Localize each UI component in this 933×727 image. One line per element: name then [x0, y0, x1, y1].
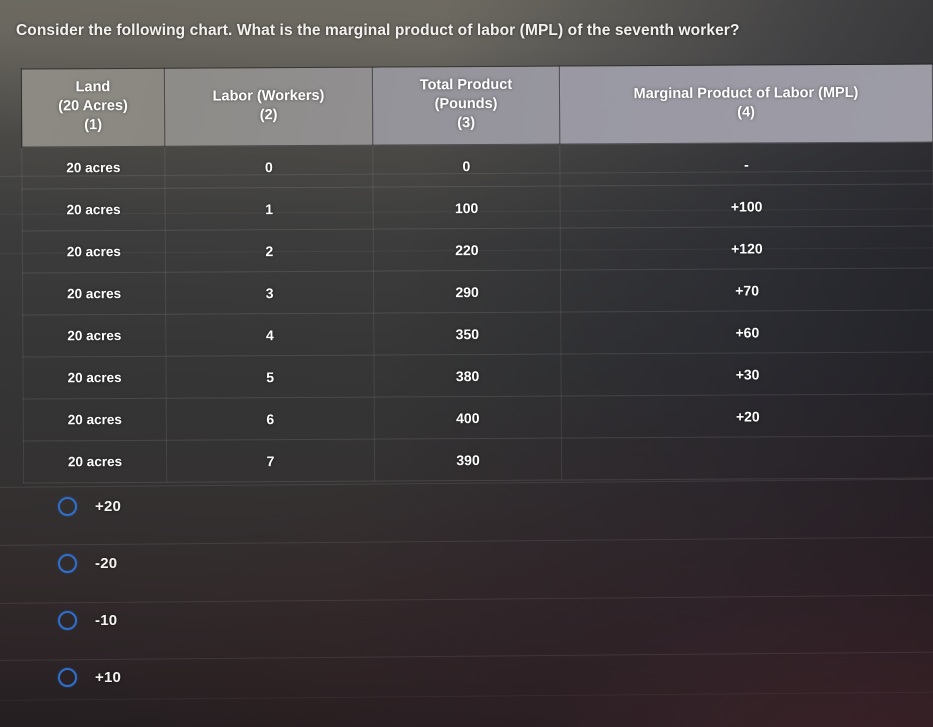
cell-total-product: 390: [374, 438, 562, 482]
answer-option-1[interactable]: +20: [0, 478, 933, 535]
cell-land: 20 acres: [23, 440, 167, 484]
cell-total-product: 400: [374, 396, 562, 440]
column-header-mpl: Marginal Product of Labor (MPL) (4): [559, 63, 933, 145]
radio-button-icon[interactable]: [58, 554, 77, 573]
question-prompt: Consider the following chart. What is th…: [16, 22, 740, 39]
cell-labor: 4: [165, 313, 374, 357]
table-row: 20 acres 6 400 +20: [23, 394, 933, 442]
cell-total-product: 0: [372, 144, 561, 188]
cell-labor: 1: [165, 187, 374, 231]
radio-button-icon[interactable]: [58, 497, 77, 516]
cell-labor: 5: [165, 355, 375, 399]
cell-mpl: +60: [560, 310, 933, 355]
cell-mpl: +70: [560, 268, 933, 313]
table-row: 20 acres 1 100 +100: [22, 184, 933, 232]
production-table: Land (20 Acres) (1) Labor (Workers) (2) …: [21, 63, 933, 484]
answer-option-label: -20: [95, 555, 118, 572]
column-header-total-product-line2: (Pounds): [434, 96, 498, 113]
answer-option-4[interactable]: +10: [0, 649, 933, 706]
answer-option-label: +10: [95, 669, 122, 686]
table-header: Land (20 Acres) (1) Labor (Workers) (2) …: [21, 63, 933, 148]
column-header-land: Land (20 Acres) (1): [21, 68, 165, 148]
answer-option-3[interactable]: -10: [0, 592, 933, 649]
cell-labor: 6: [166, 397, 375, 441]
answer-options-list: +20 -20 -10 +10: [0, 478, 933, 706]
cell-labor: 3: [165, 271, 374, 315]
cell-total-product: 380: [373, 354, 562, 398]
cell-land: 20 acres: [22, 314, 166, 358]
cell-mpl: [561, 436, 933, 481]
cell-total-product: 290: [373, 270, 561, 314]
table-header-row: Land (20 Acres) (1) Labor (Workers) (2) …: [21, 63, 933, 148]
radio-button-icon[interactable]: [58, 668, 77, 687]
cell-land: 20 acres: [22, 356, 167, 400]
column-header-labor-line1: Labor (Workers): [212, 87, 325, 105]
column-header-mpl-line2: (4): [737, 104, 756, 121]
table-row: 20 acres 5 380 +30: [22, 352, 933, 400]
column-header-total-product: Total Product (Pounds) (3): [372, 66, 560, 146]
column-header-land-line3: (1): [84, 117, 103, 134]
answer-option-label: +20: [95, 498, 122, 515]
cell-labor: 7: [166, 439, 375, 483]
cell-labor: 0: [164, 145, 374, 189]
table-row: 20 acres 4 350 +60: [22, 310, 933, 358]
answer-option-label: -10: [95, 612, 118, 629]
cell-mpl: +120: [560, 226, 933, 271]
cell-land: 20 acres: [23, 398, 167, 442]
radio-button-icon[interactable]: [58, 611, 77, 630]
cell-land: 20 acres: [21, 146, 166, 190]
column-header-land-line2: (20 Acres): [58, 98, 128, 115]
column-header-labor-line2: (2): [259, 106, 278, 123]
cell-land: 20 acres: [22, 230, 166, 274]
cell-land: 20 acres: [22, 188, 166, 232]
cell-mpl: +100: [560, 184, 933, 229]
cell-total-product: 100: [373, 186, 561, 230]
answer-option-2[interactable]: -20: [0, 535, 933, 592]
column-header-total-product-line3: (3): [457, 115, 476, 132]
table-row: 20 acres 0 0 -: [21, 142, 933, 190]
cell-land: 20 acres: [22, 272, 166, 316]
column-header-total-product-line1: Total Product: [419, 76, 513, 94]
column-header-mpl-line1: Marginal Product of Labor (MPL): [633, 84, 859, 102]
table-row: 20 acres 2 220 +120: [22, 226, 933, 274]
table-row: 20 acres 3 290 +70: [22, 268, 933, 316]
cell-total-product: 220: [373, 228, 561, 272]
cell-total-product: 350: [373, 312, 561, 356]
column-header-labor: Labor (Workers) (2): [164, 67, 373, 147]
production-table-container: Land (20 Acres) (1) Labor (Workers) (2) …: [21, 63, 933, 484]
table-row: 20 acres 7 390: [23, 436, 933, 484]
cell-labor: 2: [165, 229, 374, 273]
column-header-land-line1: Land: [75, 79, 111, 96]
cell-mpl: +20: [561, 394, 933, 439]
cell-mpl: +30: [560, 352, 933, 397]
table-body: 20 acres 0 0 - 20 acres 1 100 +100 20 ac…: [21, 142, 933, 484]
cell-mpl: -: [559, 142, 933, 187]
